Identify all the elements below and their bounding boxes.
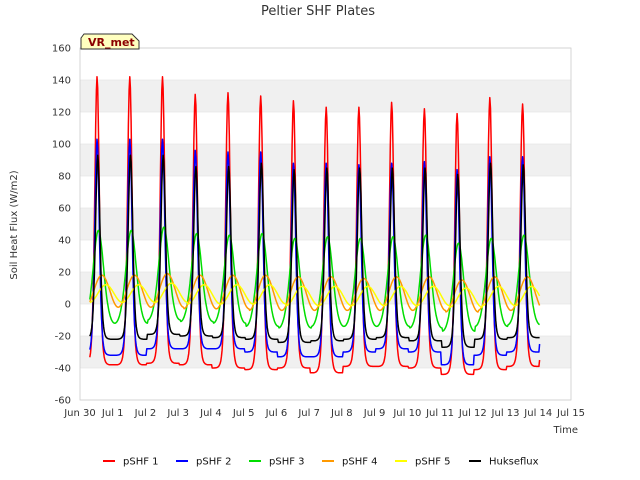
legend-label: Hukseflux [489, 457, 539, 468]
y-tick-label: -20 [55, 332, 71, 343]
y-tick-label: 60 [58, 204, 71, 215]
x-tick-label: Jul 12 [458, 408, 487, 419]
series-line-pshf-5 [89, 282, 541, 308]
y-tick-label: -60 [55, 396, 71, 407]
y-tick-label: -40 [55, 364, 71, 375]
x-tick-label: Jul 5 [232, 408, 255, 419]
y-tick-label: 40 [58, 236, 71, 247]
x-tick-label: Jul 6 [265, 408, 288, 419]
legend-label: pSHF 1 [123, 457, 159, 468]
y-tick-label: 120 [52, 108, 71, 119]
x-tick-label: Jul 1 [101, 408, 124, 419]
x-tick-label: Jun 30 [63, 408, 96, 419]
y-axis-label: Soil Heat Flux (W/m2) [9, 170, 20, 279]
y-axis-tick-labels: -60 -40 -20 0 20 40 60 80 100 120 140 160 [52, 44, 71, 407]
x-tick-label: Jul 10 [392, 408, 421, 419]
x-tick-label: Jul 15 [556, 408, 585, 419]
x-tick-label: Jul 3 [166, 408, 189, 419]
legend: pSHF 1 pSHF 2 pSHF 3 pSHF 4 pSHF 5 Hukseflux [103, 457, 539, 468]
plot-frame [79, 47, 572, 401]
legend-label: pSHF 3 [269, 457, 305, 468]
site-badge-label: VR_met [88, 36, 135, 49]
x-tick-label: Jul 8 [330, 408, 353, 419]
series-lines [89, 76, 541, 376]
x-tick-label: Jul 9 [363, 408, 386, 419]
y-tick-label: 20 [58, 268, 71, 279]
legend-label: pSHF 2 [196, 457, 232, 468]
chart-title: Peltier SHF Plates [261, 4, 375, 19]
site-badge: VR_met [80, 33, 140, 50]
x-tick-label: Jul 11 [425, 408, 454, 419]
y-tick-label: 100 [52, 140, 71, 151]
site-badge-box [80, 33, 140, 50]
y-tick-label: 80 [58, 172, 71, 183]
x-axis-tick-labels: Jun 30 Jul 1 Jul 2 Jul 3 Jul 4 Jul 5 Jul 6 Jul … [63, 408, 585, 419]
legend-label: pSHF 5 [415, 457, 451, 468]
y-tick-label: 160 [52, 44, 71, 55]
x-tick-label: Jul 7 [297, 408, 320, 419]
x-tick-label: Jul 2 [134, 408, 157, 419]
y-tick-label: 0 [65, 300, 71, 311]
legend-label: pSHF 4 [342, 457, 378, 468]
x-tick-label: Jul 13 [491, 408, 520, 419]
x-tick-label: Jul 4 [199, 408, 222, 419]
x-axis-label: Time [553, 425, 578, 436]
x-tick-label: Jul 14 [523, 408, 552, 419]
series-line-hukseflux [89, 154, 540, 348]
y-tick-label: 140 [52, 76, 71, 87]
series-line-pshf-4 [89, 272, 541, 313]
grid-band [80, 336, 571, 368]
